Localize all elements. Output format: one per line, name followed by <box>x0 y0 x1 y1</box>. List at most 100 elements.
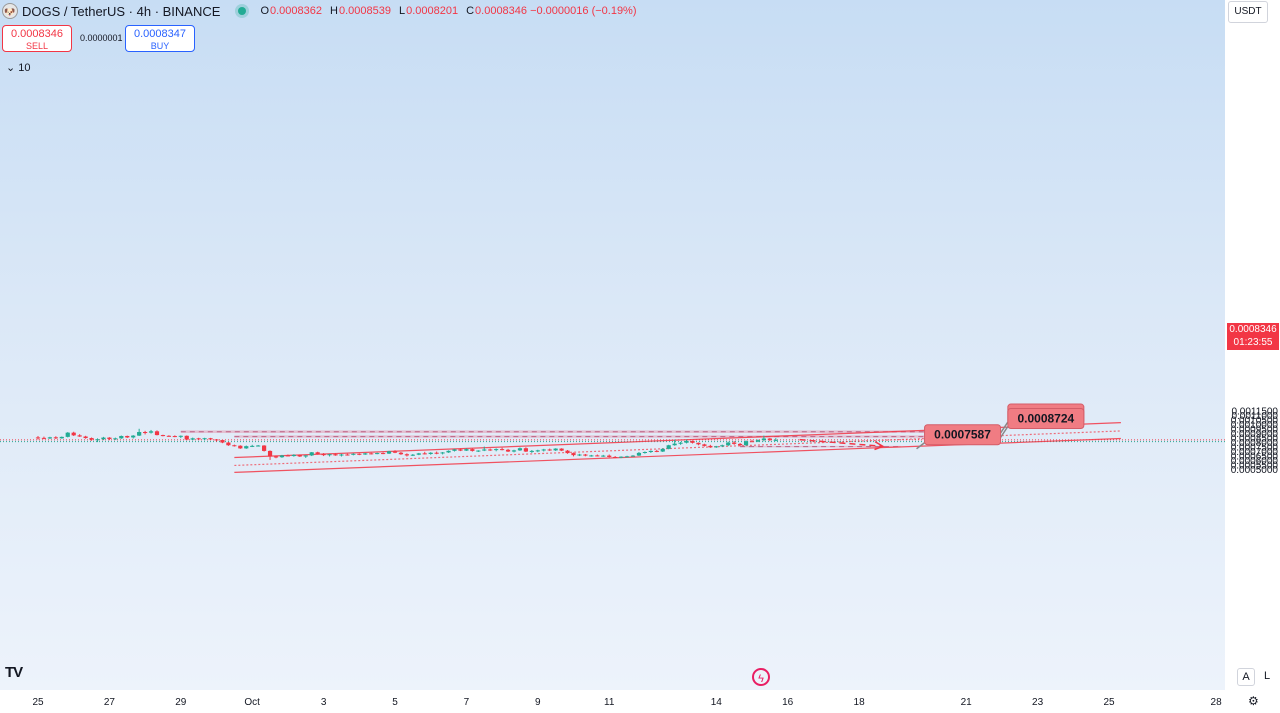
candle-body <box>363 453 368 455</box>
candle-body <box>708 445 713 448</box>
y-tick-label: 0.0008000 <box>1231 438 1279 449</box>
candle-body <box>571 453 576 456</box>
y-tick-label: 0.0008500 <box>1231 434 1279 445</box>
gear-icon[interactable]: ⚙ <box>1248 694 1259 708</box>
y-tick-label: 0.0011500 <box>1231 407 1278 418</box>
market-status-icon[interactable] <box>238 7 247 15</box>
x-tick-label: 25 <box>1103 697 1115 708</box>
projection-arrow-head <box>874 441 885 451</box>
chevron-down-icon: ⌄ <box>6 62 16 74</box>
candle-body <box>624 456 630 458</box>
symbol-logo-icon[interactable]: 🐶 <box>2 3 18 19</box>
candle-body <box>160 435 166 437</box>
buy-button[interactable]: 0.0008347 BUY <box>125 25 195 52</box>
candle-body <box>196 438 201 440</box>
x-tick-label: 3 <box>321 697 327 708</box>
candle-body <box>369 453 374 455</box>
candle-body <box>714 446 719 448</box>
candle-body <box>190 438 195 440</box>
x-axis[interactable]: 25 27 29 Oct 3 5 7 9 11 14 16 18 21 23 25 28 <box>0 690 1225 713</box>
chart-header: 🐶 DOGS / TetherUS · 4h · BINANCE O0.0008… <box>0 2 645 20</box>
y-tick-label: 0.0009000 <box>1231 429 1279 440</box>
candle-body <box>452 449 457 451</box>
candle-body <box>59 436 64 439</box>
candle-body <box>619 456 624 458</box>
candle-body <box>523 448 528 452</box>
x-tick-label: 9 <box>535 697 541 708</box>
tradingview-logo-icon[interactable]: TV <box>5 664 23 681</box>
candle-body <box>726 442 731 446</box>
candle-body <box>565 450 570 454</box>
candle-body <box>375 453 380 455</box>
auto-scale-button[interactable]: A <box>1237 668 1255 686</box>
y-axis[interactable]: 0.00115000.00110000.00105000.00100000.00… <box>1225 0 1280 713</box>
candle-body <box>767 438 772 440</box>
candle-body <box>95 439 100 441</box>
candle-body <box>154 431 160 436</box>
candle-body <box>41 437 47 439</box>
sell-price: 0.0008346 <box>11 28 63 40</box>
y-tick-label: 0.0010500 <box>1231 416 1279 427</box>
price-label-text: 0.0008724 <box>1017 411 1074 425</box>
candle-body <box>482 449 487 451</box>
spread-value: 0.0000001 <box>80 33 123 43</box>
candle-body <box>303 455 308 457</box>
candle-body <box>428 452 433 454</box>
bar-countdown: 01:23:55 <box>1233 337 1273 348</box>
candle-body <box>773 439 778 441</box>
candle-body <box>178 435 183 437</box>
candle-body <box>410 454 415 456</box>
x-tick-label: 25 <box>32 697 44 708</box>
buy-price: 0.0008347 <box>134 28 186 40</box>
price-label-box <box>1007 407 1085 429</box>
candle-body <box>35 437 41 439</box>
candle-body <box>184 435 189 440</box>
symbol-title[interactable]: DOGS / TetherUS · 4h · BINANCE <box>22 3 221 19</box>
log-scale-button[interactable]: L <box>1263 670 1271 682</box>
candle-body <box>690 441 695 443</box>
x-tick-label: 23 <box>1032 697 1044 708</box>
zones-layer <box>180 430 979 448</box>
candle-body <box>208 438 213 440</box>
candle-body <box>386 451 392 454</box>
candle-body <box>285 455 290 457</box>
candle-body <box>702 444 707 446</box>
x-tick-label: Oct <box>244 697 260 708</box>
candle-body <box>166 435 171 437</box>
candle-body <box>589 455 594 457</box>
candle-body <box>345 454 350 456</box>
projection-arrow <box>799 438 883 448</box>
indicators-toggle[interactable]: ⌄ 10 <box>6 61 31 74</box>
candle-body <box>660 448 665 452</box>
candle-body <box>77 435 82 437</box>
chart-area[interactable] <box>0 0 1225 690</box>
candle-body <box>672 443 677 446</box>
candle-body <box>125 435 130 438</box>
candle-body <box>321 453 326 456</box>
candle-body <box>297 454 302 457</box>
candle-body <box>131 435 136 438</box>
indicators-count: 10 <box>18 62 31 74</box>
candle-body <box>244 446 249 449</box>
resistance-zone <box>740 445 901 448</box>
candle-body <box>678 442 683 444</box>
candle-body <box>422 453 427 455</box>
currency-selector[interactable]: USDT <box>1228 1 1268 23</box>
label-callout <box>999 426 1009 439</box>
buy-label: BUY <box>150 41 170 51</box>
y-tick-label: 0.0009500 <box>1231 425 1279 436</box>
candle-body <box>404 454 409 456</box>
candle-body <box>749 441 755 443</box>
y-tick-label: 0.0005000 <box>1231 465 1279 476</box>
lightning-icon[interactable]: ϟ <box>752 668 770 686</box>
candle-body <box>476 450 481 452</box>
candle-body <box>339 454 344 456</box>
sell-button[interactable]: 0.0008346 SELL <box>2 25 72 52</box>
candle-body <box>220 440 225 443</box>
candle-body <box>654 450 659 452</box>
x-tick-label: 21 <box>961 697 973 708</box>
candle-body <box>262 445 267 451</box>
candle-body <box>666 445 671 449</box>
candle-body <box>601 455 606 457</box>
